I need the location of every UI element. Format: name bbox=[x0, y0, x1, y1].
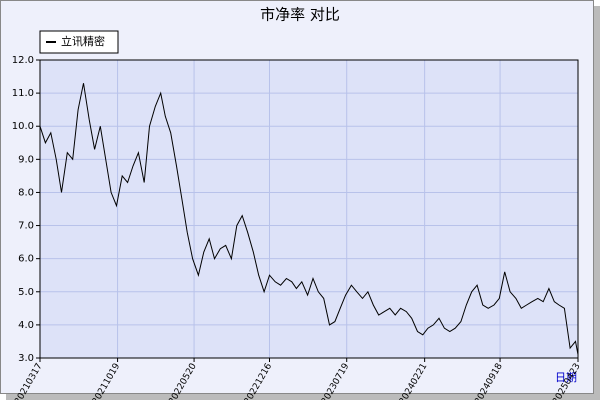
y-tick-label: 6.0 bbox=[18, 254, 34, 265]
y-tick-label: 4.0 bbox=[18, 320, 34, 331]
chart-title: 市净率 对比 bbox=[260, 6, 340, 24]
plot-area bbox=[39, 59, 579, 359]
legend-box bbox=[39, 30, 119, 54]
legend-label: 立讯精密 bbox=[61, 34, 105, 48]
y-tick-label: 11.0 bbox=[12, 88, 34, 99]
data-line bbox=[39, 83, 579, 355]
y-tick-label: 3.0 bbox=[18, 353, 34, 364]
y-tick-label: 5.0 bbox=[18, 287, 34, 298]
y-tick-label: 10.0 bbox=[12, 121, 34, 132]
frame-shadow bbox=[594, 6, 600, 400]
plot-border bbox=[39, 59, 579, 359]
y-tick-label: 8.0 bbox=[18, 187, 34, 198]
y-tick-label: 12.0 bbox=[12, 55, 34, 66]
y-tick-label: 7.0 bbox=[18, 221, 34, 232]
x-axis-label: 日期 bbox=[555, 371, 577, 384]
frame-shadow bbox=[6, 394, 600, 400]
y-tick-label: 9.0 bbox=[18, 154, 34, 165]
